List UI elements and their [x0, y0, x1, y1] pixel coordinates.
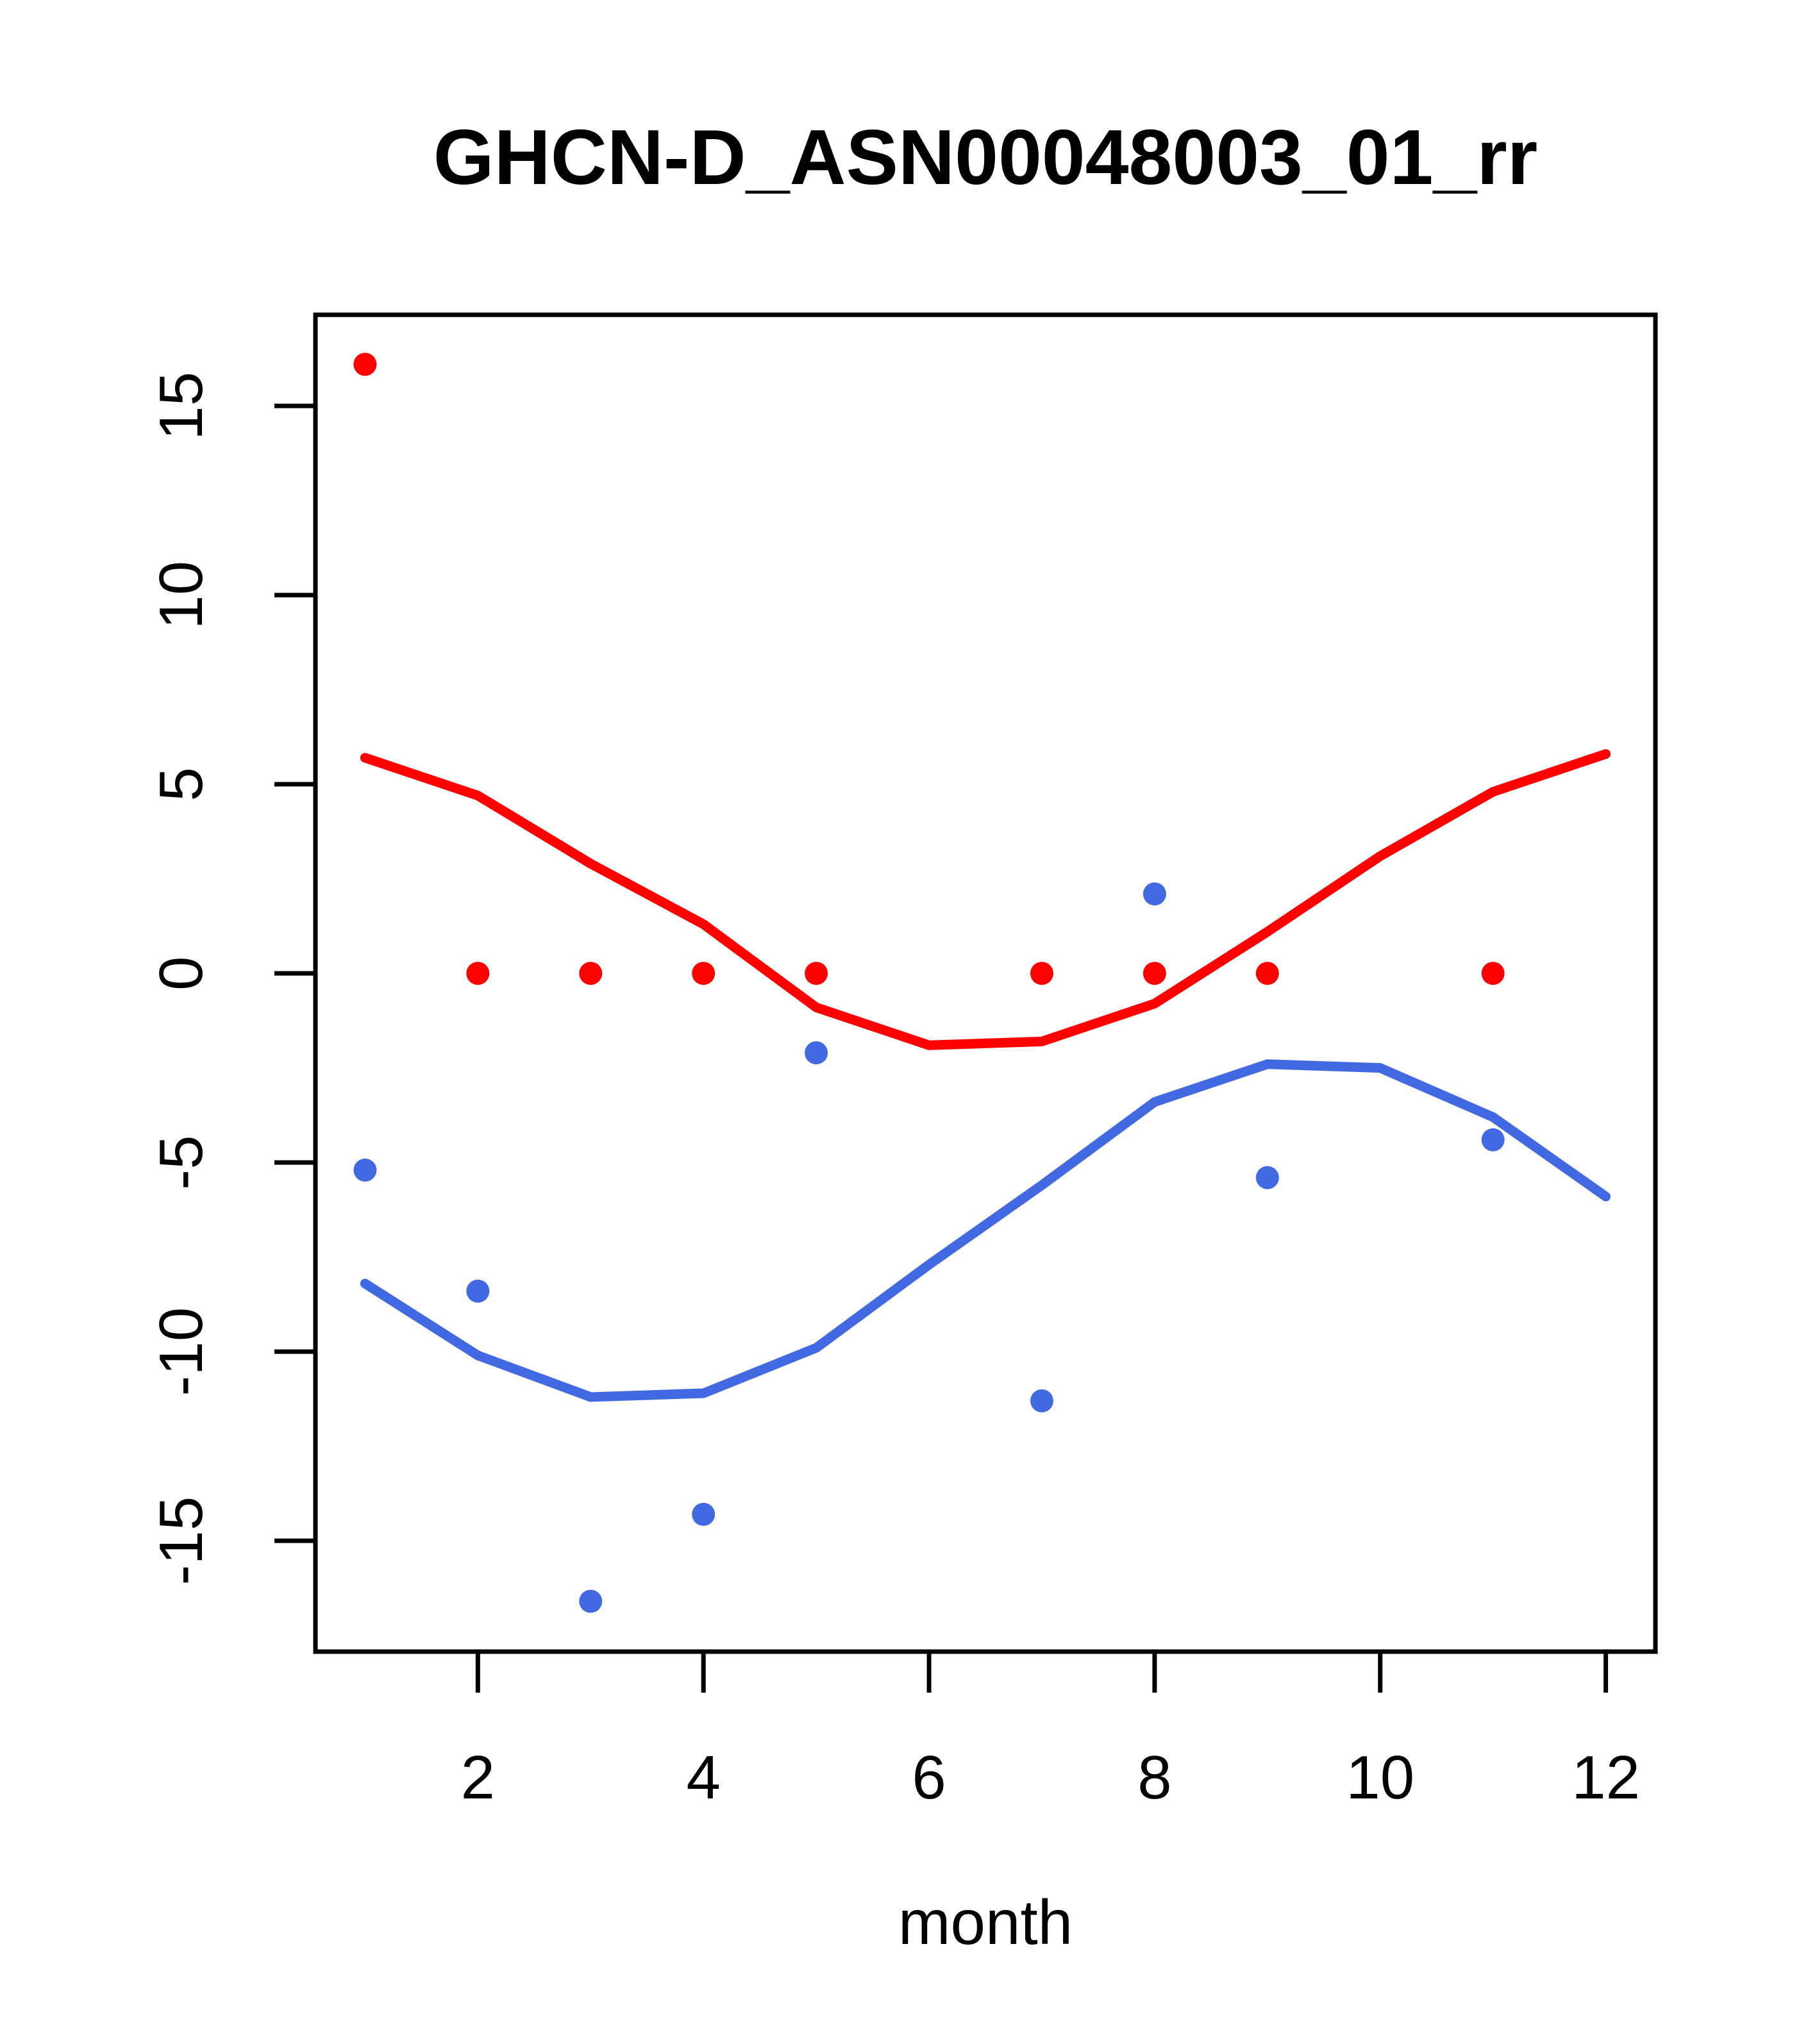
red-point [353, 353, 377, 376]
red-point [1143, 962, 1166, 985]
blue-fit-line [360, 1059, 1611, 1402]
x-tick-label: 4 [686, 1743, 720, 1812]
blue-point [353, 1158, 377, 1182]
y-tick-label: 0 [147, 956, 215, 990]
x-axis-label: month [898, 1887, 1073, 1957]
y-tick-label: -10 [147, 1307, 215, 1396]
plot-title: GHCN-D_ASN00048003_01_rr [433, 113, 1538, 201]
red-point [1030, 962, 1053, 985]
x-axis: 2 4 6 8 10 12 [461, 1652, 1640, 1812]
blue-point [1143, 882, 1166, 906]
blue-point [1255, 1166, 1279, 1189]
blue-point [579, 1589, 603, 1613]
x-tick-label: 12 [1571, 1743, 1640, 1812]
blue-point [692, 1502, 716, 1526]
x-tick-label: 2 [461, 1743, 495, 1812]
y-tick-label: 10 [147, 561, 215, 630]
red-point [805, 962, 828, 985]
red-point [466, 962, 490, 985]
series-layer [353, 353, 1611, 1613]
red-point [692, 962, 716, 985]
y-tick-label: -15 [147, 1496, 215, 1586]
blue-point [466, 1279, 490, 1303]
red-point [1255, 962, 1279, 985]
red-fit-line [360, 749, 1611, 1050]
red-point [1481, 962, 1505, 985]
y-tick-label: 5 [147, 767, 215, 801]
red-point [579, 962, 603, 985]
blue-point [1481, 1128, 1505, 1152]
blue-point [1030, 1389, 1053, 1412]
x-tick-label: 6 [912, 1743, 946, 1812]
x-tick-label: 10 [1346, 1743, 1414, 1812]
plot-box [313, 312, 1658, 1654]
blue-point [805, 1041, 828, 1065]
y-axis: 15 10 5 0 -5 -10 -15 [147, 372, 315, 1586]
x-tick-label: 8 [1137, 1743, 1171, 1812]
y-tick-label: 15 [147, 372, 215, 440]
y-tick-label: -5 [147, 1135, 215, 1189]
